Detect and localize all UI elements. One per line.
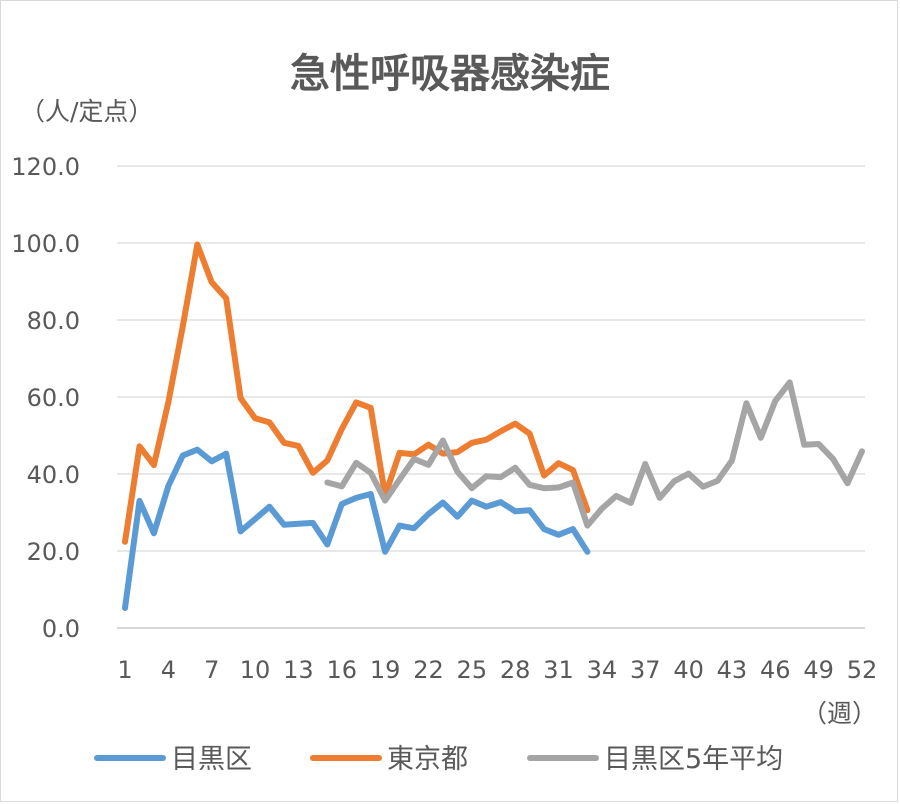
x-tick-label: 16 [326,656,357,684]
y-tick-label: 100.0 [11,230,80,258]
legend-label: 東京都 [387,744,468,775]
legend-label: 目黒区5年平均 [604,744,783,775]
x-tick-label: 43 [717,656,748,684]
y-axis-unit-label: （人/定点） [20,97,153,126]
x-tick-label: 4 [161,656,176,684]
x-tick-label: 37 [630,656,661,684]
series-lines [122,241,865,611]
y-axis-ticks: 0.0 20.0 40.0 60.0 80.0 100.0 120.0 [11,153,80,643]
gridlines [117,165,865,629]
chart-title: 急性呼吸器感染症 [290,51,610,97]
y-tick-label: 60.0 [27,384,80,412]
x-tick-label: 34 [587,656,618,684]
y-tick-label: 40.0 [27,461,80,489]
series-line-3 [324,379,865,529]
legend-label: 目黒区 [171,744,252,775]
y-tick-label: 80.0 [27,307,80,335]
x-axis-unit-label: （週） [802,699,877,728]
y-tick-label: 0.0 [42,615,80,643]
y-tick-label: 20.0 [27,538,80,566]
x-tick-label: 31 [543,656,574,684]
legend: 目黒区 東京都 目黒区5年平均 [94,744,783,775]
x-tick-label: 13 [283,656,314,684]
y-tick-label: 120.0 [11,153,80,181]
x-axis-ticks: 1 4 7 10 13 16 19 22 25 28 31 34 37 40 43 46 49 52 [117,656,877,684]
x-tick-label: 10 [240,656,271,684]
x-tick-label: 49 [803,656,834,684]
x-tick-label: 28 [500,656,531,684]
x-tick-label: 1 [117,656,132,684]
x-tick-label: 40 [673,656,704,684]
x-tick-label: 25 [457,656,488,684]
x-tick-label: 7 [204,656,219,684]
x-tick-label: 22 [413,656,444,684]
x-tick-label: 52 [847,656,878,684]
x-tick-label: 19 [370,656,401,684]
x-tick-label: 46 [760,656,791,684]
